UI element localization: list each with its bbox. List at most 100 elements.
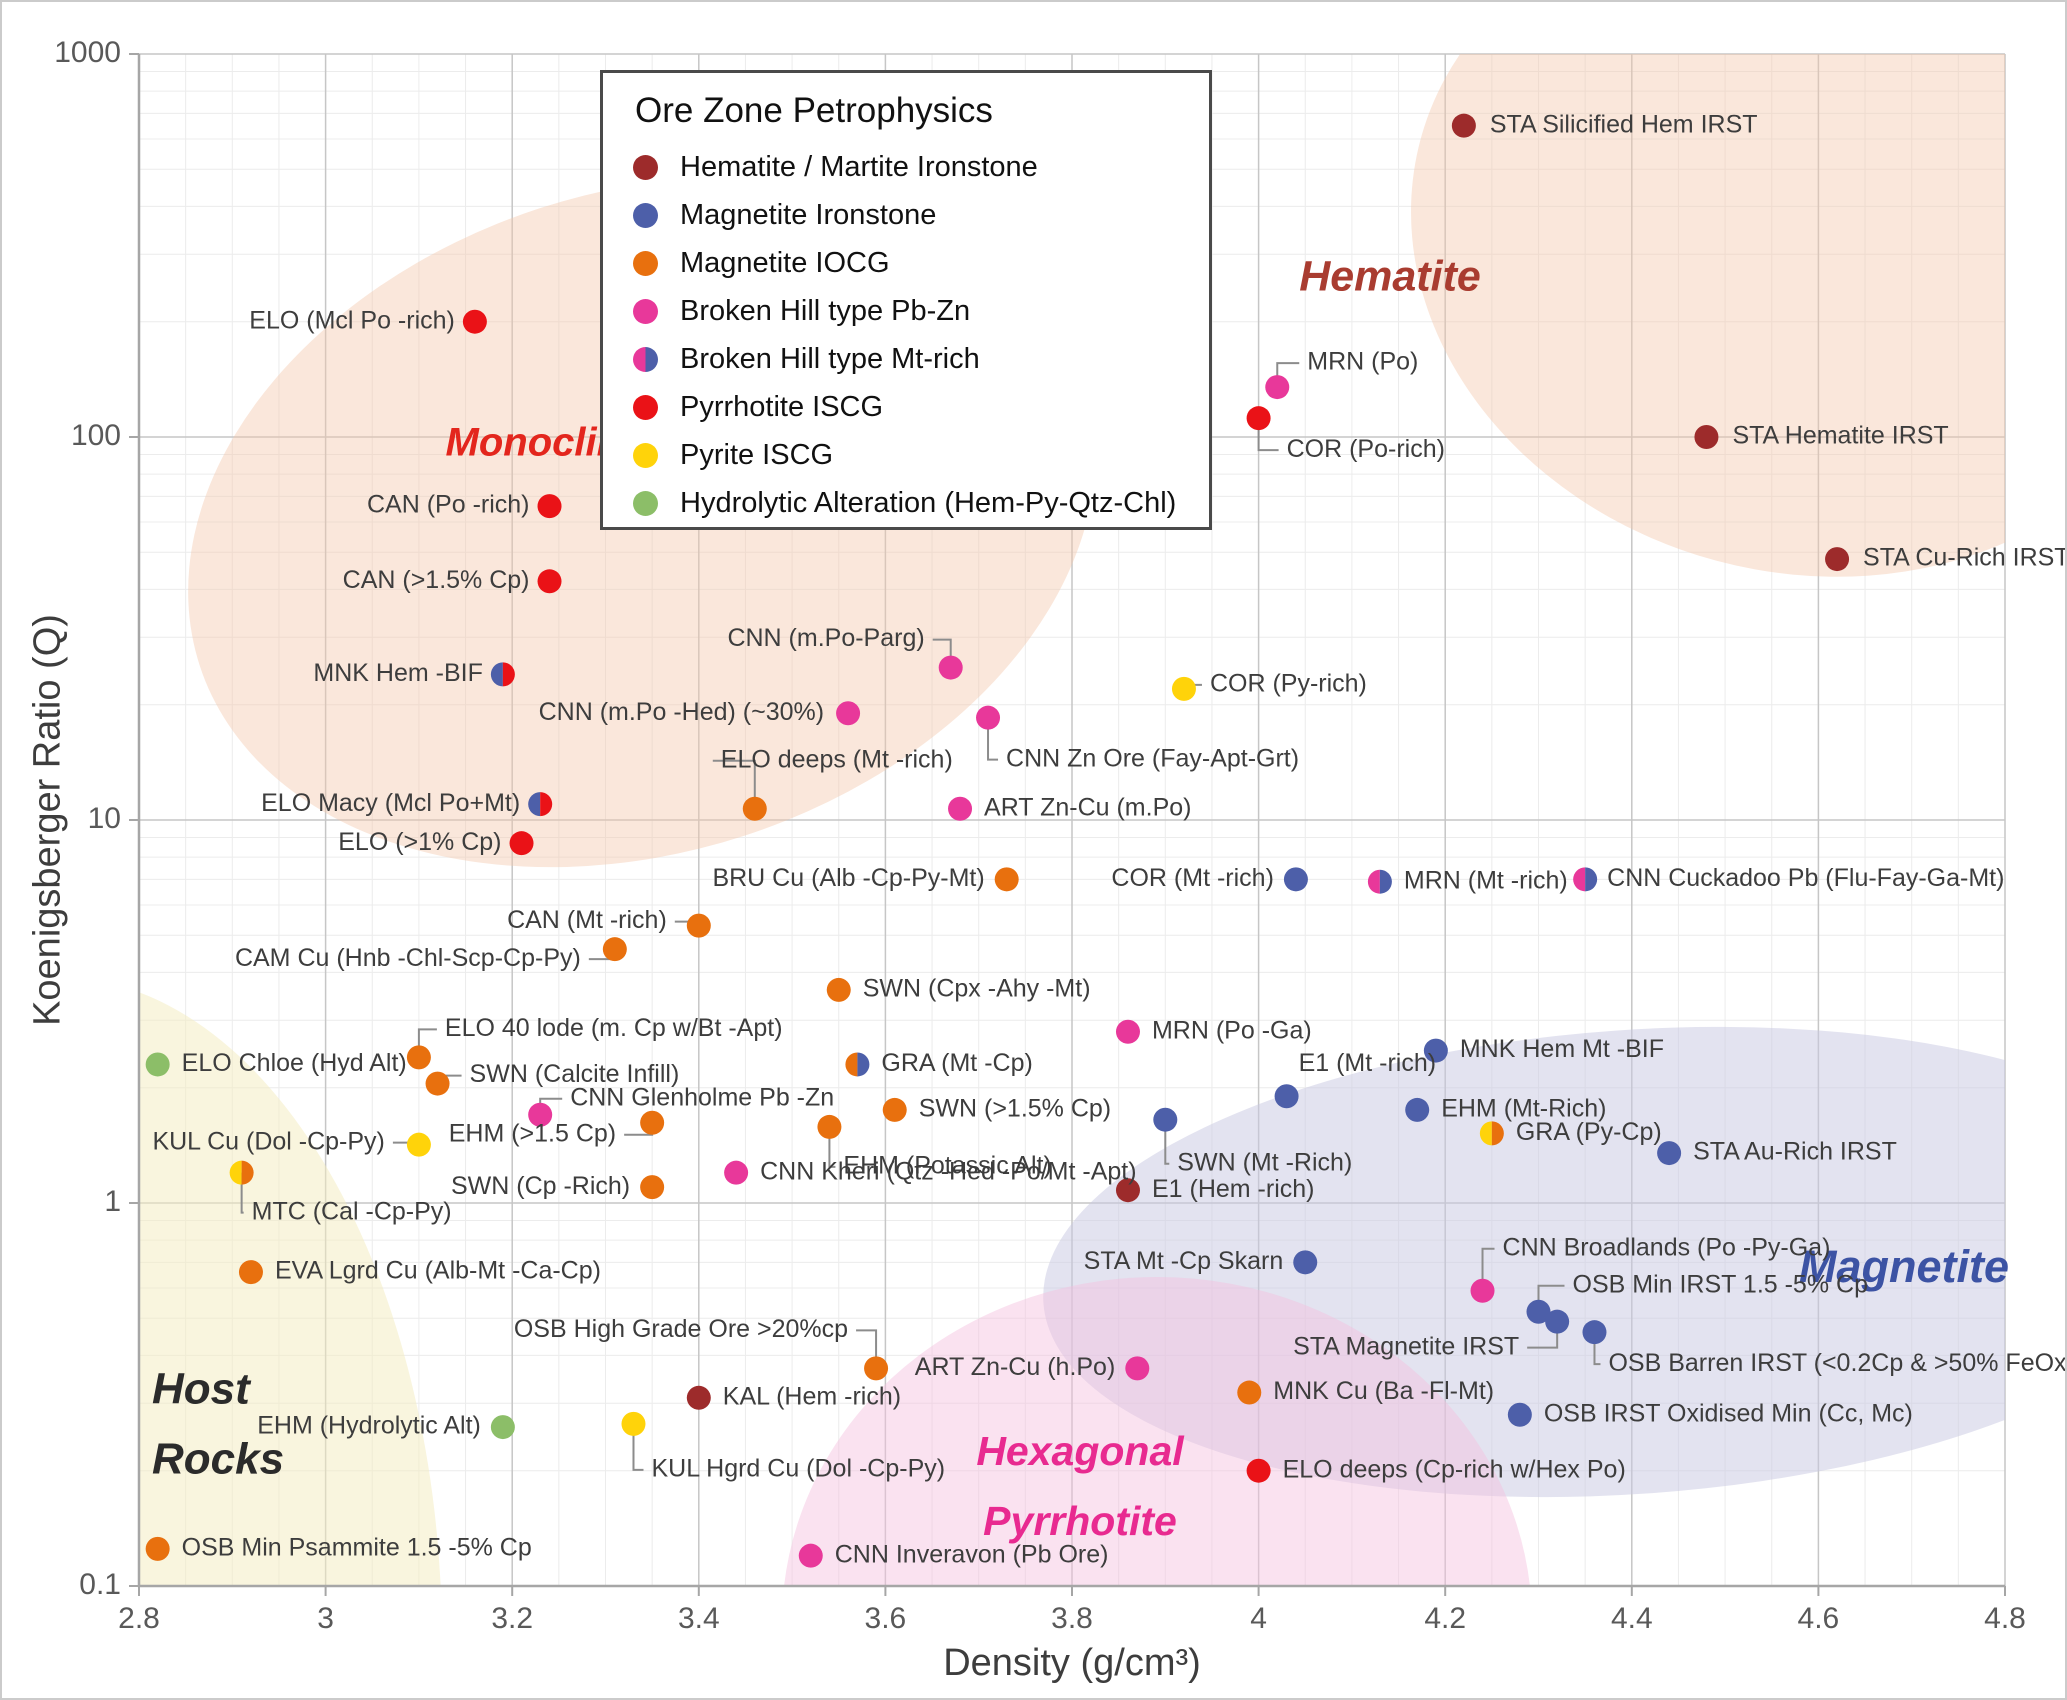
- point-label: STA Au-Rich IRST: [1693, 1138, 1897, 1166]
- point-label: OSB IRST Oxidised Min (Cc, Mc): [1544, 1399, 1913, 1427]
- point-label: CNN Inveravon (Pb Ore): [835, 1540, 1109, 1568]
- data-point: [1274, 1084, 1299, 1109]
- point-label: STA Silicified Hem IRST: [1490, 110, 1758, 138]
- point-label: CAN (>1.5% Cp): [343, 566, 530, 594]
- data-point: [1451, 113, 1476, 138]
- point-label: OSB High Grade Ore >20%cp: [514, 1315, 848, 1343]
- data-point: [528, 1102, 553, 1127]
- point-label: GRA (Py-Cp): [1516, 1118, 1662, 1146]
- data-point-split: [528, 792, 553, 817]
- data-point: [1526, 1299, 1551, 1324]
- legend-item-label: Magnetite Ironstone: [680, 198, 937, 231]
- legend-item-py: Pyrite ISCG: [633, 431, 1209, 479]
- data-point: [621, 1411, 646, 1436]
- point-label: ART Zn-Cu (h.Po): [915, 1353, 1116, 1381]
- x-tick-label: 4.6: [1798, 1602, 1840, 1635]
- region-label-magnetite: Magnetite: [1799, 1241, 2009, 1292]
- data-point-split: [845, 1052, 870, 1077]
- x-tick-label: 4.4: [1611, 1602, 1653, 1635]
- data-point: [836, 701, 861, 726]
- data-point: [976, 705, 1001, 730]
- point-label: ELO Chloe (Hyd Alt): [182, 1049, 407, 1077]
- x-tick-label: 2.8: [118, 1602, 160, 1635]
- legend-marker-hem-icon: [633, 154, 658, 180]
- y-tick-label: 10: [88, 802, 121, 835]
- point-label: CAM Cu (Hnb -Chl-Scp-Cp-Py): [235, 944, 581, 972]
- point-label: GRA (Mt -Cp): [881, 1049, 1032, 1077]
- point-label: ELO Macy (Mcl Po+Mt): [261, 789, 520, 817]
- point-label: ELO 40 lode (m. Cp w/Bt -Apt): [445, 1014, 783, 1042]
- leader-line: [240, 1172, 244, 1214]
- data-point: [1507, 1402, 1532, 1427]
- point-label: OSB Min IRST 1.5 -5% Cp: [1573, 1270, 1868, 1298]
- point-label: ELO (Mcl Po -rich): [249, 306, 455, 334]
- data-point: [406, 1132, 431, 1157]
- data-point: [1246, 1458, 1271, 1483]
- x-tick-label: 4.8: [1984, 1602, 2026, 1635]
- region-magnetite: [1043, 1026, 2005, 1498]
- region-label-hematite: Hematite: [1299, 252, 1481, 300]
- legend-marker-py-icon: [633, 442, 658, 468]
- point-label: SWN (>1.5% Cp): [919, 1095, 1111, 1123]
- point-label: COR (Po-rich): [1287, 435, 1445, 463]
- point-label: SWN (Cpx -Ahy -Mt): [863, 975, 1091, 1003]
- point-label: MNK Hem -BIF: [313, 659, 482, 687]
- point-label: CNN Cuckadoo Pb (Flu-Fay-Ga-Mt): [1607, 864, 2004, 892]
- legend: Ore Zone Petrophysics Hematite / Martite…: [600, 70, 1212, 530]
- y-tick-label: 100: [71, 419, 121, 452]
- legend-marker-po-icon: [633, 394, 658, 420]
- legend-item-bhmt: Broken Hill type Mt-rich: [633, 335, 1209, 383]
- legend-item-iocg: Magnetite IOCG: [633, 239, 1209, 287]
- data-point-split: [1367, 869, 1392, 894]
- x-tick-label: 3.4: [678, 1602, 720, 1635]
- leader-line: [632, 1423, 644, 1471]
- data-point: [1171, 676, 1196, 701]
- data-point: [826, 977, 851, 1002]
- legend-marker-mist-icon: [633, 202, 658, 228]
- point-label: MRN (Po -Ga): [1152, 1016, 1312, 1044]
- y-tick-label: 1000: [54, 36, 121, 69]
- data-point: [938, 655, 963, 680]
- data-point: [1694, 425, 1719, 449]
- x-tick-label: 3.2: [491, 1602, 533, 1635]
- data-point: [238, 1260, 263, 1285]
- point-label: STA Hematite IRST: [1732, 422, 1948, 450]
- region-label-hexagonal-pyrrhotite: Hexagonal: [976, 1428, 1185, 1474]
- legend-item-label: Broken Hill type Mt-rich: [680, 342, 980, 375]
- point-label: CNN Kheri (Qtz -Hed -Po/Mt -Apt): [760, 1157, 1136, 1185]
- data-point: [864, 1356, 889, 1381]
- region-hematite: [1411, 54, 2005, 577]
- point-label: COR (Mt -rich): [1111, 864, 1273, 892]
- x-tick-label: 3.8: [1051, 1602, 1093, 1635]
- data-points: [145, 113, 1850, 1568]
- data-point: [1283, 867, 1308, 892]
- data-point: [1125, 1356, 1150, 1381]
- data-point: [1405, 1097, 1430, 1122]
- data-point: [686, 1385, 711, 1410]
- point-label: ELO deeps (Mt -rich): [721, 745, 953, 773]
- point-label: KAL (Hem -rich): [723, 1382, 901, 1410]
- point-label: OSB Barren IRST (<0.2Cp & >50% FeOx): [1608, 1349, 2067, 1377]
- point-label: KUL Hgrd Cu (Dol -Cp-Py): [651, 1455, 945, 1483]
- legend-items: Hematite / Martite Ironstone Magnetite Ir…: [633, 143, 1209, 527]
- point-label: CNN Zn Ore (Fay-Apt-Grt): [1006, 744, 1299, 772]
- point-label: MTC (Cal -Cp-Py): [252, 1197, 452, 1225]
- data-point: [798, 1543, 823, 1568]
- x-tick-label: 3: [317, 1602, 334, 1635]
- data-point: [948, 796, 973, 821]
- data-point: [1470, 1278, 1495, 1303]
- data-point: [509, 831, 534, 856]
- data-point: [490, 1415, 515, 1440]
- point-label: STA Magnetite IRST: [1293, 1332, 1519, 1360]
- leader-line: [987, 717, 999, 761]
- point-label: CNN Broadlands (Po -Py-Ga): [1503, 1233, 1831, 1261]
- point-label: ELO (>1% Cp): [338, 828, 501, 856]
- point-label: CAN (Mt -rich): [507, 906, 667, 934]
- legend-item-mist: Magnetite Ironstone: [633, 191, 1209, 239]
- data-point: [640, 1175, 665, 1200]
- legend-marker-bhmt-icon: [633, 346, 658, 372]
- data-point: [742, 796, 767, 821]
- point-label: EHM (Mt-Rich): [1441, 1095, 1606, 1123]
- legend-item-label: Broken Hill type Pb-Zn: [680, 294, 971, 327]
